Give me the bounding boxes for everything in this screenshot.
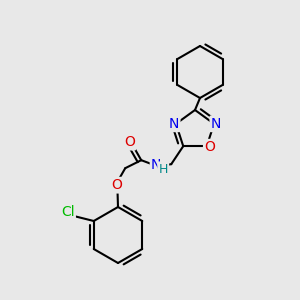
Text: N: N [169,117,179,131]
Text: H: H [159,163,168,176]
Text: O: O [111,178,122,192]
Text: N: N [211,117,221,131]
Text: O: O [204,140,215,154]
Text: Cl: Cl [61,205,75,219]
Text: O: O [124,135,135,149]
Text: N: N [151,158,161,172]
